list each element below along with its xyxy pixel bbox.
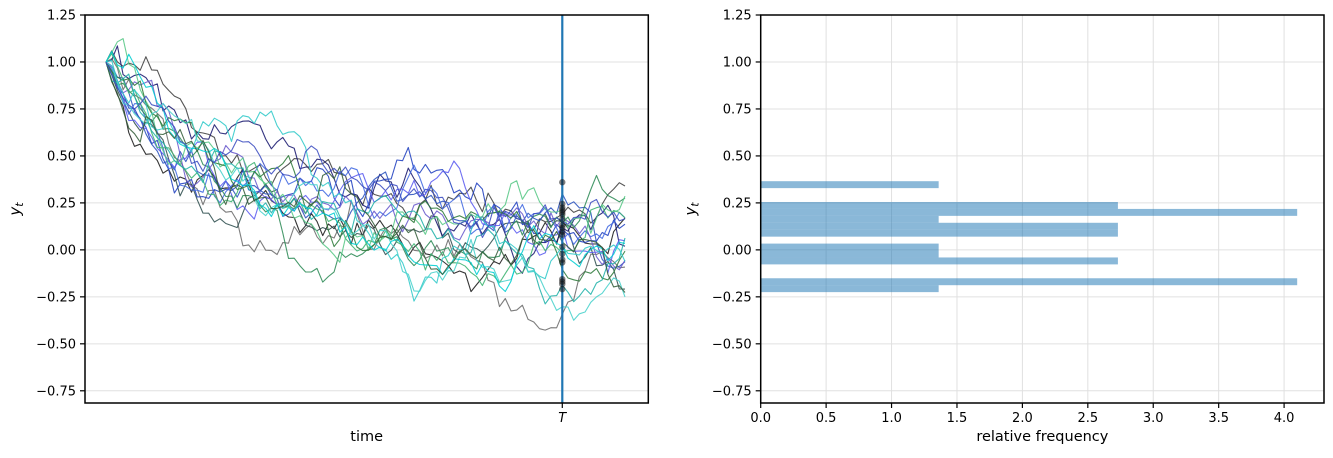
y-tick-label: 0.25	[47, 196, 76, 211]
y-tick-label: 1.25	[47, 9, 76, 24]
y-tick-label: 0.75	[47, 102, 76, 117]
y-tick-label: −0.25	[36, 290, 76, 305]
data-layer	[105, 15, 626, 403]
x-tick-label: 3.5	[1208, 411, 1229, 426]
histogram-bar	[760, 181, 939, 189]
histogram-bar	[760, 278, 1298, 286]
trajectory-line	[105, 53, 626, 287]
y-tick-label: −0.50	[712, 337, 752, 352]
y-axis-label: yt	[682, 202, 702, 217]
trajectory-line	[105, 61, 626, 293]
trajectory-line	[105, 61, 626, 239]
ticks: 1.25 1.00 0.75 0.50 0.25 0.00 −0.25 −0.50 −0.75 T	[36, 9, 567, 427]
histogram-bar	[760, 208, 1298, 216]
trajectory-line	[105, 61, 626, 245]
sample-point-at-T	[559, 250, 566, 258]
y-tick-label: −0.25	[712, 290, 752, 305]
trajectory-line	[105, 61, 626, 283]
y-tick-label: 1.25	[723, 9, 752, 24]
y-tick-label: −0.75	[712, 384, 752, 399]
sample-point-at-T	[559, 231, 566, 238]
y-tick-label: −0.75	[36, 384, 76, 399]
right-plot-histogram: 1.25 1.00 0.75 0.50 0.25 0.00 −0.25 −0.50 −0.75 0…	[682, 9, 1325, 445]
sample-point-at-T	[559, 280, 566, 288]
x-tick-label: 2.5	[1077, 411, 1098, 426]
ticks: 1.25 1.00 0.75 0.50 0.25 0.00 −0.25 −0.50 −0.75 0…	[712, 9, 1295, 427]
sample-point-at-T	[559, 179, 566, 186]
histogram-bar	[760, 215, 939, 223]
histogram-bar	[760, 222, 1118, 230]
left-plot-trajectories: 1.25 1.00 0.75 0.50 0.25 0.00 −0.25 −0.50 −0.75 T…	[6, 9, 650, 445]
trajectory-line	[105, 50, 626, 234]
histogram-bar	[760, 201, 1118, 209]
histogram-bar	[760, 285, 939, 293]
x-tick-label: 4.0	[1274, 411, 1295, 426]
data-layer	[760, 181, 1298, 293]
y-tick-label: −0.50	[36, 337, 76, 352]
plot-frame	[84, 14, 650, 404]
y-tick-label: 0.00	[723, 243, 752, 258]
y-tick-label: 1.00	[47, 55, 76, 70]
trajectory-line	[105, 61, 626, 293]
y-tick-label: 0.25	[723, 196, 752, 211]
x-axis-label: relative frequency	[976, 429, 1108, 445]
x-tick-label: 3.0	[1143, 411, 1164, 426]
trajectory-line	[105, 59, 626, 302]
trajectory-line	[105, 50, 626, 293]
x-tick-label: 1.0	[881, 411, 902, 426]
x-tick-label: 0.0	[750, 411, 771, 426]
x-tick-label: 2.0	[1012, 411, 1033, 426]
y-tick-label: 0.50	[47, 149, 76, 164]
y-tick-label: 0.50	[723, 149, 752, 164]
x-tick-label: 1.5	[947, 411, 968, 426]
y-tick-label: 0.00	[47, 243, 76, 258]
trajectory-line	[105, 61, 626, 271]
sample-point-at-T	[559, 211, 566, 218]
trajectory-line	[105, 61, 626, 269]
histogram-bar	[760, 243, 939, 251]
trajectory-line	[105, 61, 626, 321]
x-tick-label: 0.5	[816, 411, 837, 426]
plot-frame	[759, 14, 1325, 404]
y-axis-label: yt	[6, 202, 26, 217]
sample-point-at-T	[559, 243, 566, 251]
trajectory-line	[105, 61, 626, 243]
x-axis-label: time	[350, 429, 383, 445]
y-tick-label: 0.75	[723, 102, 752, 117]
sample-point-at-T	[559, 259, 566, 266]
x-tick-label: T	[558, 411, 567, 426]
trajectory-line	[105, 61, 626, 290]
histogram-bar	[760, 229, 1118, 237]
sample-point-at-T	[559, 216, 566, 223]
histogram-bar	[760, 257, 1118, 265]
y-tick-label: 1.00	[723, 55, 752, 70]
histogram-bar	[760, 250, 939, 258]
sample-point-at-T	[559, 285, 566, 293]
